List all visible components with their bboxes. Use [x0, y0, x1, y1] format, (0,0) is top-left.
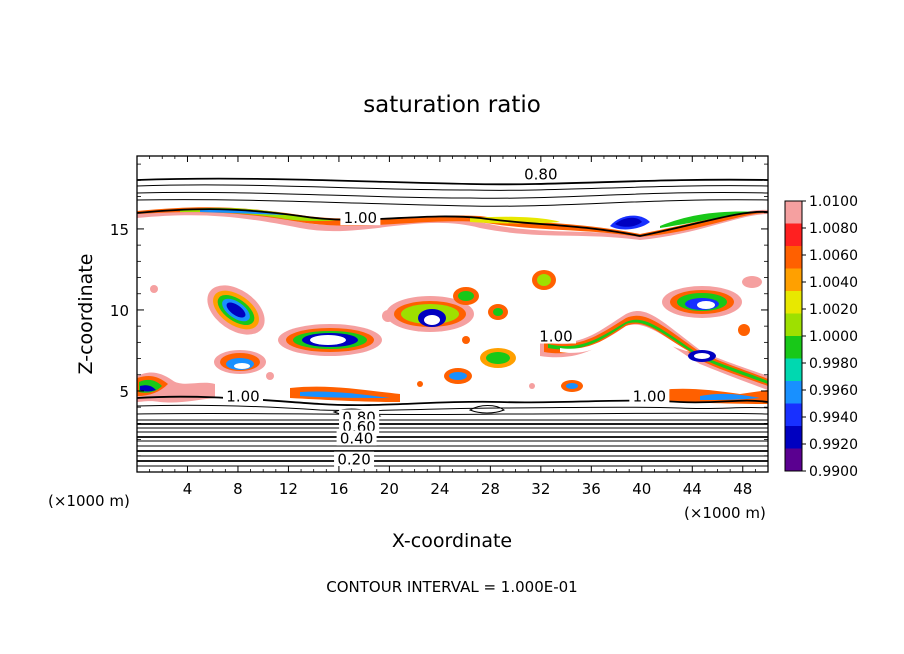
x-tick-label: 4	[183, 480, 193, 498]
lower-cloud-layer	[137, 372, 768, 404]
colorbar-label: 0.9940	[809, 410, 858, 426]
contour-label: 1.00	[344, 209, 377, 227]
contour-label-bg	[520, 166, 561, 182]
colorbar-label: 0.9960	[809, 383, 858, 399]
x-tick-label: 8	[233, 480, 243, 498]
colorbar-swatch	[785, 268, 802, 292]
chart-title: saturation ratio	[363, 92, 541, 118]
x-tick-label: 48	[733, 480, 752, 498]
x-tick-label: 12	[279, 480, 298, 498]
cloud-cell-34km-low	[561, 380, 583, 392]
contour-label-bg	[339, 419, 380, 435]
colorbar-label: 0.9980	[809, 356, 858, 372]
x-unit-left: (×1000 m)	[48, 492, 130, 510]
upper-cloud-band	[137, 207, 768, 240]
y-tick-label: 15	[110, 221, 129, 239]
contour-field	[137, 177, 768, 467]
x-tick-label: 44	[683, 480, 702, 498]
x-axis: 4 8 12 16 20 24 28 32 36 40 44 48	[149, 156, 756, 498]
y-axis-label: Z-coordinate	[75, 254, 97, 375]
contour-label-bg	[336, 430, 377, 446]
contour-label: 0.80	[524, 165, 557, 183]
colorbar-label: 1.0020	[809, 302, 858, 318]
colorbar-swatch	[785, 246, 802, 269]
cloud-cell-8km-low	[214, 350, 266, 374]
colorbar-label: 1.0000	[809, 329, 858, 345]
x-tick-label: 28	[481, 480, 500, 498]
cloud-cell-29km-low	[480, 348, 516, 368]
colorbar-swatch	[785, 223, 802, 247]
x-axis-label: X-coordinate	[392, 530, 512, 552]
colorbar-label: 1.0100	[809, 194, 858, 210]
contour-lines	[137, 177, 768, 467]
colorbar-swatch	[785, 426, 802, 449]
y-axis: 5 10 15	[110, 163, 768, 457]
x-unit-right: (×1000 m)	[684, 504, 766, 522]
colorbar: 1.0100 1.0080 1.0060 1.0040 1.0020 1.0000 0.99…	[784, 194, 858, 480]
contour-label-bg	[340, 210, 381, 226]
x-tick-label: 40	[632, 480, 651, 498]
colorbar-swatch	[785, 448, 802, 472]
speckles	[150, 285, 750, 389]
colorbar-swatch	[785, 336, 802, 359]
x-tick-label: 20	[380, 480, 399, 498]
colorbar-label: 0.9900	[809, 464, 858, 480]
colorbar-label: 1.0080	[809, 221, 858, 237]
x-tick-label: 36	[582, 480, 601, 498]
y-tick-label: 10	[110, 302, 129, 320]
cloud-cell-22km	[386, 296, 474, 332]
cloud-wave-36-48km	[540, 311, 768, 390]
contour-label: 0.40	[340, 430, 373, 448]
colorbar-swatch	[785, 403, 802, 427]
colorbar-swatch	[785, 358, 802, 382]
cloud-cell-32km	[532, 270, 556, 290]
y-tick-label: 5	[119, 383, 129, 401]
colorbar-swatch	[785, 201, 802, 224]
x-tick-label: 32	[531, 480, 550, 498]
contour-interval-footer: CONTOUR INTERVAL = 1.000E-01	[326, 578, 577, 596]
cloud-cell-14km	[278, 324, 382, 356]
cloud-cell-8km	[207, 285, 265, 335]
colorbar-swatch	[785, 381, 802, 404]
contour-label-bg	[629, 388, 670, 404]
x-tick-label: 24	[430, 480, 449, 498]
cloud-cell-26km	[453, 287, 508, 320]
contour-label-bg	[535, 328, 576, 344]
contour-label-bg	[334, 451, 375, 467]
colorbar-swatch	[785, 291, 802, 314]
colorbar-label: 1.0060	[809, 248, 858, 264]
contour-labels: 0.801.001.001.00 1.000.800.600.400.20	[223, 165, 670, 469]
colorbar-swatch	[785, 313, 802, 337]
contour-label: 1.00	[226, 387, 259, 405]
cloud-cell-44km	[662, 276, 762, 318]
colorbar-label: 1.0040	[809, 275, 858, 291]
x-tick-label: 16	[329, 480, 348, 498]
cloud-cell-25km-low	[444, 368, 472, 384]
colorbar-label: 0.9920	[809, 437, 858, 453]
contour-label: 0.20	[337, 451, 370, 469]
contour-label: 1.00	[633, 387, 666, 405]
contour-label: 1.00	[539, 327, 572, 345]
contour-label-bg	[223, 388, 264, 404]
